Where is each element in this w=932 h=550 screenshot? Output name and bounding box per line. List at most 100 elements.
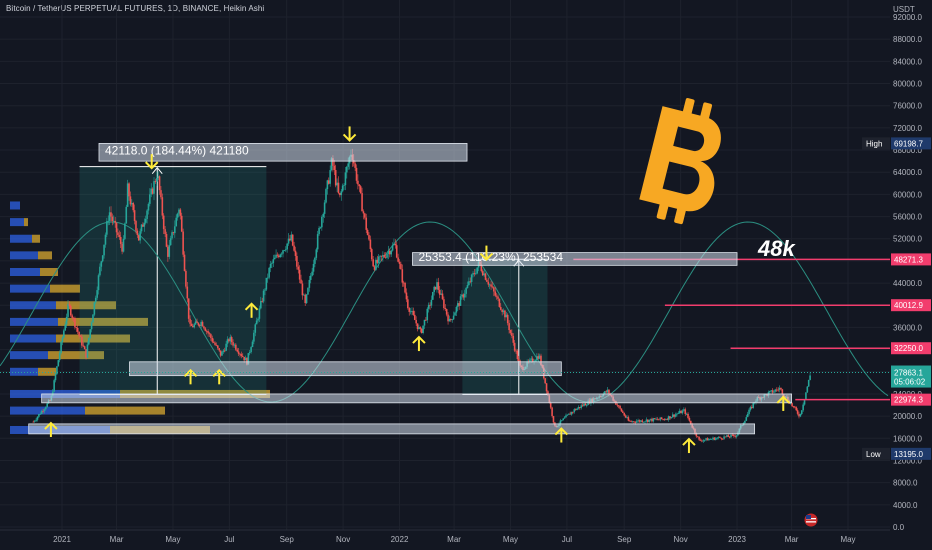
- candle-body: [444, 308, 447, 310]
- candle-body: [365, 217, 368, 230]
- candle-body: [429, 304, 431, 306]
- candle-body: [300, 279, 302, 284]
- candle-body: [297, 266, 300, 270]
- candle-body: [90, 322, 93, 330]
- measurement-arrow-head: [151, 166, 163, 174]
- candle-body: [616, 404, 619, 406]
- price-tick-label: 16000.0: [893, 434, 922, 443]
- time-axis[interactable]: 2021 Mar May Jul Sep Nov 2022 Mar May Jul Sep Nov 20…: [0, 529, 890, 544]
- candle-body: [413, 314, 416, 321]
- candle-body: [642, 421, 645, 423]
- candle-body: [426, 308, 429, 321]
- candle-body: [124, 223, 126, 239]
- candle-body: [791, 403, 793, 407]
- candle-body: [751, 406, 753, 408]
- candle-body: [294, 250, 297, 256]
- candle-body: [164, 229, 166, 234]
- candle-body: [93, 302, 96, 315]
- candle-body: [221, 351, 223, 356]
- arrow-head: [776, 395, 790, 404]
- candle-body: [347, 163, 349, 167]
- volume-profile-bar: [50, 284, 80, 293]
- candle-body: [569, 413, 571, 415]
- badge-value-box: [891, 253, 931, 266]
- candle-body: [296, 255, 298, 267]
- candle-body: [461, 294, 463, 297]
- candle-body: [623, 412, 626, 416]
- candle-body: [207, 331, 209, 334]
- candle-body: [372, 259, 374, 267]
- candle-body: [545, 383, 548, 392]
- candle-body: [160, 190, 162, 198]
- candle-body: [147, 203, 150, 211]
- candle-body: [67, 304, 69, 317]
- volume-profile-bar: [10, 268, 40, 276]
- arrow-down-icon: [479, 245, 494, 262]
- candle-body: [107, 220, 110, 222]
- candle-body: [83, 346, 86, 350]
- candle-body: [390, 250, 392, 255]
- candle-body: [434, 286, 437, 290]
- candle-body: [126, 183, 129, 207]
- candle-body: [362, 211, 365, 214]
- candle-body: [659, 417, 662, 420]
- candle-body: [230, 337, 233, 343]
- candle-body: [325, 189, 327, 203]
- candle-body: [695, 433, 698, 437]
- volume-profile-bar: [38, 367, 56, 376]
- candle-body: [94, 297, 97, 303]
- candle-body: [359, 186, 362, 194]
- candle-body: [376, 259, 379, 263]
- candle-body: [86, 344, 89, 358]
- candle-body: [384, 256, 387, 258]
- candle-body: [136, 230, 139, 236]
- candle-body: [655, 418, 657, 420]
- candle-body: [462, 294, 465, 298]
- candle-body: [386, 253, 388, 258]
- price-tick-label: 56000.0: [893, 213, 922, 222]
- candle-body: [480, 264, 483, 272]
- candle-body: [88, 337, 90, 345]
- candle-body: [713, 437, 716, 440]
- volume-profile-bar: [10, 284, 50, 293]
- candle-body: [770, 390, 773, 392]
- candle-body: [547, 391, 549, 396]
- candle-body: [773, 391, 775, 393]
- arrow-head: [479, 252, 494, 262]
- candle-body: [276, 254, 279, 256]
- candle-body: [211, 337, 214, 342]
- candle-body: [247, 353, 250, 365]
- candle-body: [577, 407, 580, 409]
- candle-body: [343, 185, 345, 186]
- candle-body: [369, 239, 372, 250]
- candle-body: [257, 318, 259, 321]
- candle-body: [121, 243, 123, 252]
- candle-body: [430, 299, 433, 306]
- badge-value-box: [891, 447, 931, 460]
- candle-body: [491, 286, 494, 288]
- candle-body: [215, 344, 218, 346]
- candle-body: [361, 193, 363, 212]
- bitcoin-logo-icon: [639, 98, 721, 225]
- badge-value: 48271.3: [894, 255, 923, 264]
- candle-body: [99, 266, 101, 276]
- candle-body: [728, 436, 731, 438]
- candle-body: [717, 436, 720, 438]
- zone-box: [98, 142, 468, 162]
- time-tick-label: 2022: [391, 535, 409, 544]
- zone-boxes[interactable]: 42118.0 (184.44%) 421180 25353.4 (110.23%…: [28, 142, 792, 435]
- candle-body: [656, 418, 659, 420]
- price-tick-label: 4000.0: [893, 501, 918, 510]
- candle-body: [143, 222, 146, 227]
- candle-body: [635, 421, 638, 423]
- candle-body: [119, 236, 122, 244]
- price-tick-label: 52000.0: [893, 235, 922, 244]
- candle-body: [354, 163, 356, 168]
- candle-body: [634, 422, 637, 423]
- candle-body: [125, 206, 128, 224]
- candle-body: [233, 344, 236, 346]
- candle-body: [158, 176, 161, 191]
- candle-body: [647, 419, 649, 422]
- candle-body: [794, 406, 796, 408]
